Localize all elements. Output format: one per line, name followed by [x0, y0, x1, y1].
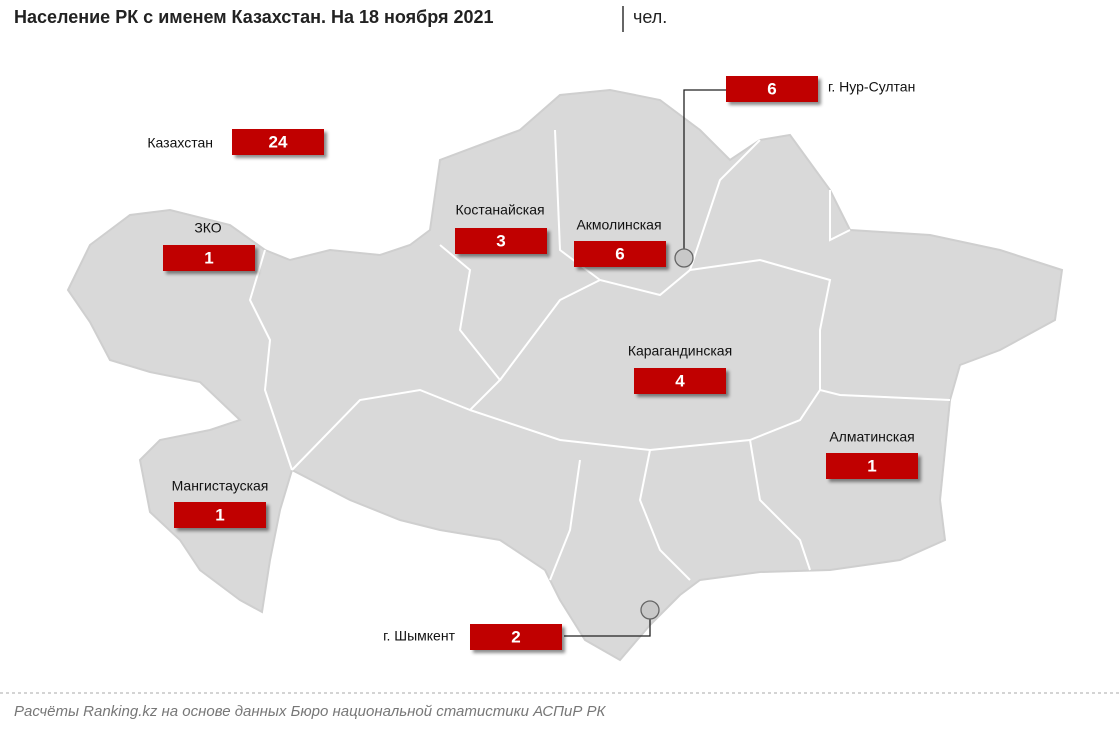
region-value: 1 — [215, 505, 224, 524]
value-box — [574, 241, 666, 267]
value-box — [163, 245, 255, 271]
value-box — [232, 129, 324, 155]
region-name: Костанайская — [455, 202, 544, 218]
value-box — [634, 368, 726, 394]
region-value: 6 — [615, 244, 624, 263]
unit: чел. — [633, 7, 667, 27]
value-box — [455, 228, 547, 254]
map — [66, 88, 1064, 662]
region-labels: Казахстан 24ЗКО1Костанайская3Акмолинская6… — [147, 76, 918, 650]
region-value: 3 — [496, 231, 505, 250]
region-value: 2 — [511, 627, 520, 646]
region-name: Казахстан — [147, 135, 213, 151]
region-name: г. Нур-Султан — [828, 79, 915, 95]
region-value: 24 — [269, 132, 288, 151]
region-name: Мангистауская — [172, 478, 269, 494]
region-name: Акмолинская — [576, 217, 661, 233]
value-box — [726, 76, 818, 102]
value-box — [826, 453, 918, 479]
region-value: 1 — [867, 456, 876, 475]
leader-lines — [564, 89, 726, 637]
city-marker — [674, 248, 694, 268]
source: Расчёты Ranking.kz на основе данных Бюро… — [14, 703, 607, 720]
region-name: Алматинская — [829, 429, 914, 445]
value-box — [174, 502, 266, 528]
region-name: ЗКО — [194, 220, 221, 236]
title: Население РК с именем Казахстан. На 18 н… — [14, 7, 494, 27]
region-value: 4 — [675, 371, 685, 390]
region-value: 1 — [204, 248, 213, 267]
region-name: Карагандинская — [628, 343, 732, 359]
region-name: г. Шымкент — [383, 628, 455, 644]
value-box — [470, 624, 562, 650]
region-value: 6 — [767, 79, 776, 98]
city-marker — [640, 600, 660, 620]
